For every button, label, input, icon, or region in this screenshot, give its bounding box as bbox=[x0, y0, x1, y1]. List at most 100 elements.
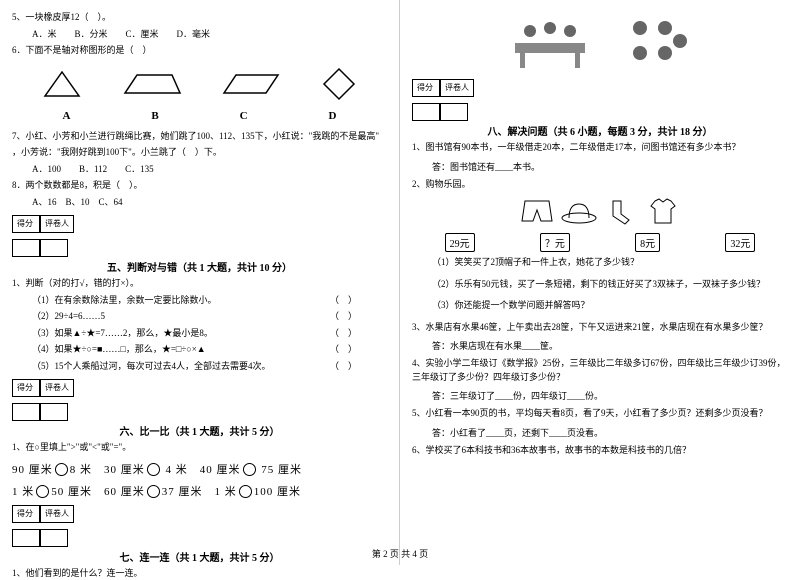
c1e: 40 厘米 bbox=[200, 464, 241, 476]
p2a: （1）笑笑买了2顶帽子和一件上衣，她花了多少钱？ bbox=[432, 256, 788, 270]
trapezoid-icon bbox=[122, 71, 182, 97]
section-8: 八、解决问题（共 6 小题，每题 3 分，共计 18 分） bbox=[412, 123, 788, 138]
p4: 4、实验小学二年级订《数学报》25份，三年级比二年级多订67份，四年级比三年级少… bbox=[412, 357, 788, 384]
p3: 3、水果店有水果46筐，上午卖出去28筐，下午又运进来21筐，水果店现在有水果多… bbox=[412, 321, 788, 335]
p4-ans: 答：三年级订了____份，四年级订____份。 bbox=[432, 389, 788, 402]
grader-v bbox=[40, 403, 68, 421]
diamond-icon bbox=[321, 66, 357, 102]
c1f: 75 厘米 bbox=[261, 464, 302, 476]
c1: 1、在○里填上">"或"<"或"="。 bbox=[12, 441, 387, 455]
price-2: ？元 bbox=[540, 233, 570, 252]
score-v bbox=[12, 403, 40, 421]
q6: 6．下面不是轴对称图形的是（ ） bbox=[12, 44, 387, 58]
l1: 1、他们看到的是什么？连一连。 bbox=[12, 567, 387, 580]
score-box-5-blank bbox=[12, 239, 387, 257]
p2: 2、购物乐园。 bbox=[412, 178, 788, 192]
score-h: 得分 bbox=[12, 215, 40, 233]
score-v bbox=[12, 239, 40, 257]
bracket: （ ） bbox=[330, 310, 357, 324]
grader-v bbox=[40, 239, 68, 257]
p3-ans: 答：水果店现在有水果____筐。 bbox=[432, 339, 788, 352]
compare-2: 1 米50 厘米 60 厘米37 厘米 1 米100 厘米 bbox=[12, 483, 387, 499]
j1a: （1）在有余数除法里，余数一定要比除数小。 （ ） bbox=[32, 294, 387, 308]
score-box-6-blank bbox=[12, 403, 387, 421]
table-illustration bbox=[412, 13, 788, 73]
score-h: 得分 bbox=[12, 379, 40, 397]
bracket: （ ） bbox=[330, 294, 357, 308]
c2f: 100 厘米 bbox=[254, 486, 301, 498]
j1b: （2）29÷4=6……5 （ ） bbox=[32, 310, 387, 324]
q7a: 7、小红、小芳和小兰进行跳绳比赛，她们跳了100、112、135下，小红说："我… bbox=[12, 130, 387, 144]
shirt-icon bbox=[643, 196, 683, 226]
page-footer: 第 2 页 共 4 页 bbox=[0, 547, 800, 560]
j1e: （5）15个人乘船过河，每次可过去4人，全部过去需要4次。 （ ） bbox=[32, 360, 387, 374]
p6: 6、学校买了6本科技书和36本故事书，故事书的本数是科技书的几倍？ bbox=[412, 444, 788, 458]
shape-labels: A B C D bbox=[12, 110, 387, 122]
score-v bbox=[412, 103, 440, 121]
triangle-icon bbox=[42, 69, 82, 99]
score-box-8: 得分 评卷人 bbox=[412, 79, 788, 97]
p1: 1、图书馆有90本书，一年级借走20本，二年级借走17本，问图书馆还有多少本书？ bbox=[412, 141, 788, 155]
circle bbox=[147, 463, 160, 476]
q7b: ，小芳说："我刚好跳到100下"。小兰跳了（ ）下。 bbox=[12, 146, 387, 160]
q8: 8．两个数数都是8，积是（ ）。 bbox=[12, 179, 387, 193]
j1c-text: （3）如果▲÷★=7……2，那么，★最小是8。 bbox=[32, 328, 213, 338]
table-scene-left-icon bbox=[505, 13, 595, 73]
circle bbox=[36, 485, 49, 498]
label-b: B bbox=[151, 110, 158, 122]
grader-h: 评卷人 bbox=[40, 215, 74, 233]
grader-h: 评卷人 bbox=[40, 379, 74, 397]
score-h: 得分 bbox=[12, 505, 40, 523]
p5-ans: 答：小红看了____页，还剩下____页没看。 bbox=[432, 426, 788, 439]
p2c: （3）你还能提一个数学问题并解答吗？ bbox=[432, 299, 788, 313]
q8-options: A、16 B、10 C、64 bbox=[32, 196, 387, 210]
q5: 5、一块橡皮厚12（ ）。 bbox=[12, 11, 387, 25]
score-h: 得分 bbox=[412, 79, 440, 97]
compare-1: 90 厘米8 米 30 厘米 4 米 40 厘米 75 厘米 bbox=[12, 461, 387, 477]
j1c: （3）如果▲÷★=7……2，那么，★最小是8。（ ） bbox=[32, 327, 387, 341]
grader-h: 评卷人 bbox=[440, 79, 474, 97]
price-1: 29元 bbox=[445, 233, 475, 252]
circle bbox=[243, 463, 256, 476]
j1: 1、判断（对的打√，错的打×）。 bbox=[12, 277, 387, 291]
grader-v bbox=[40, 529, 68, 547]
j1a-text: （1）在有余数除法里，余数一定要比除数小。 bbox=[32, 295, 217, 305]
p2b: （2）乐乐有50元钱，买了一条短裙，剩下的钱正好买了3双袜子，一双袜子多少钱？ bbox=[432, 278, 788, 292]
grader-v bbox=[440, 103, 468, 121]
score-box-6: 得分 评卷人 bbox=[12, 379, 387, 397]
circle bbox=[55, 463, 68, 476]
c2d: 37 厘米 bbox=[162, 486, 203, 498]
j1d: （4）如果★÷○=■……□，那么，★=□÷○×▲ （ ） bbox=[32, 343, 387, 357]
q7-options: A．100 B．112 C．135 bbox=[32, 163, 387, 177]
score-box-7: 得分 评卷人 bbox=[12, 505, 387, 523]
c1a: 90 厘米 bbox=[12, 464, 53, 476]
q5-options: A．米 B．分米 C．厘米 D．毫米 bbox=[32, 28, 387, 42]
c2a: 1 米 bbox=[12, 486, 34, 498]
score-box-5: 得分 评卷人 bbox=[12, 215, 387, 233]
c2c: 60 厘米 bbox=[104, 486, 145, 498]
p5: 5、小红看一本90页的书，平均每天看8页，看了9天，小红看了多少页？还剩多少页没… bbox=[412, 407, 788, 421]
bracket: （ ） bbox=[330, 360, 357, 374]
j1e-text: （5）15个人乘船过河，每次可过去4人，全部过去需要4次。 bbox=[32, 361, 271, 371]
grader-h: 评卷人 bbox=[40, 505, 74, 523]
product-row bbox=[412, 196, 788, 228]
parallelogram-icon bbox=[221, 71, 281, 97]
price-4: 32元 bbox=[725, 233, 755, 252]
circle bbox=[147, 485, 160, 498]
c1c: 30 厘米 bbox=[104, 464, 145, 476]
j1b-text: （2）29÷4=6……5 bbox=[32, 311, 105, 321]
c2b: 50 厘米 bbox=[51, 486, 92, 498]
label-d: D bbox=[329, 110, 337, 122]
bracket: （ ） bbox=[330, 343, 357, 357]
shape-row bbox=[12, 66, 387, 102]
section-5: 五、判断对与错（共 1 大题，共计 10 分） bbox=[12, 259, 387, 274]
circle bbox=[239, 485, 252, 498]
c1d: 4 米 bbox=[166, 464, 188, 476]
right-column: 得分 评卷人 八、解决问题（共 6 小题，每题 3 分，共计 18 分） 1、图… bbox=[400, 0, 800, 565]
score-box-8-blank bbox=[412, 103, 788, 121]
hat-icon bbox=[559, 196, 599, 226]
score-box-7-blank bbox=[12, 529, 387, 547]
j1d-text: （4）如果★÷○=■……□，那么，★=□÷○×▲ bbox=[32, 344, 206, 354]
label-a: A bbox=[62, 110, 70, 122]
score-v bbox=[12, 529, 40, 547]
